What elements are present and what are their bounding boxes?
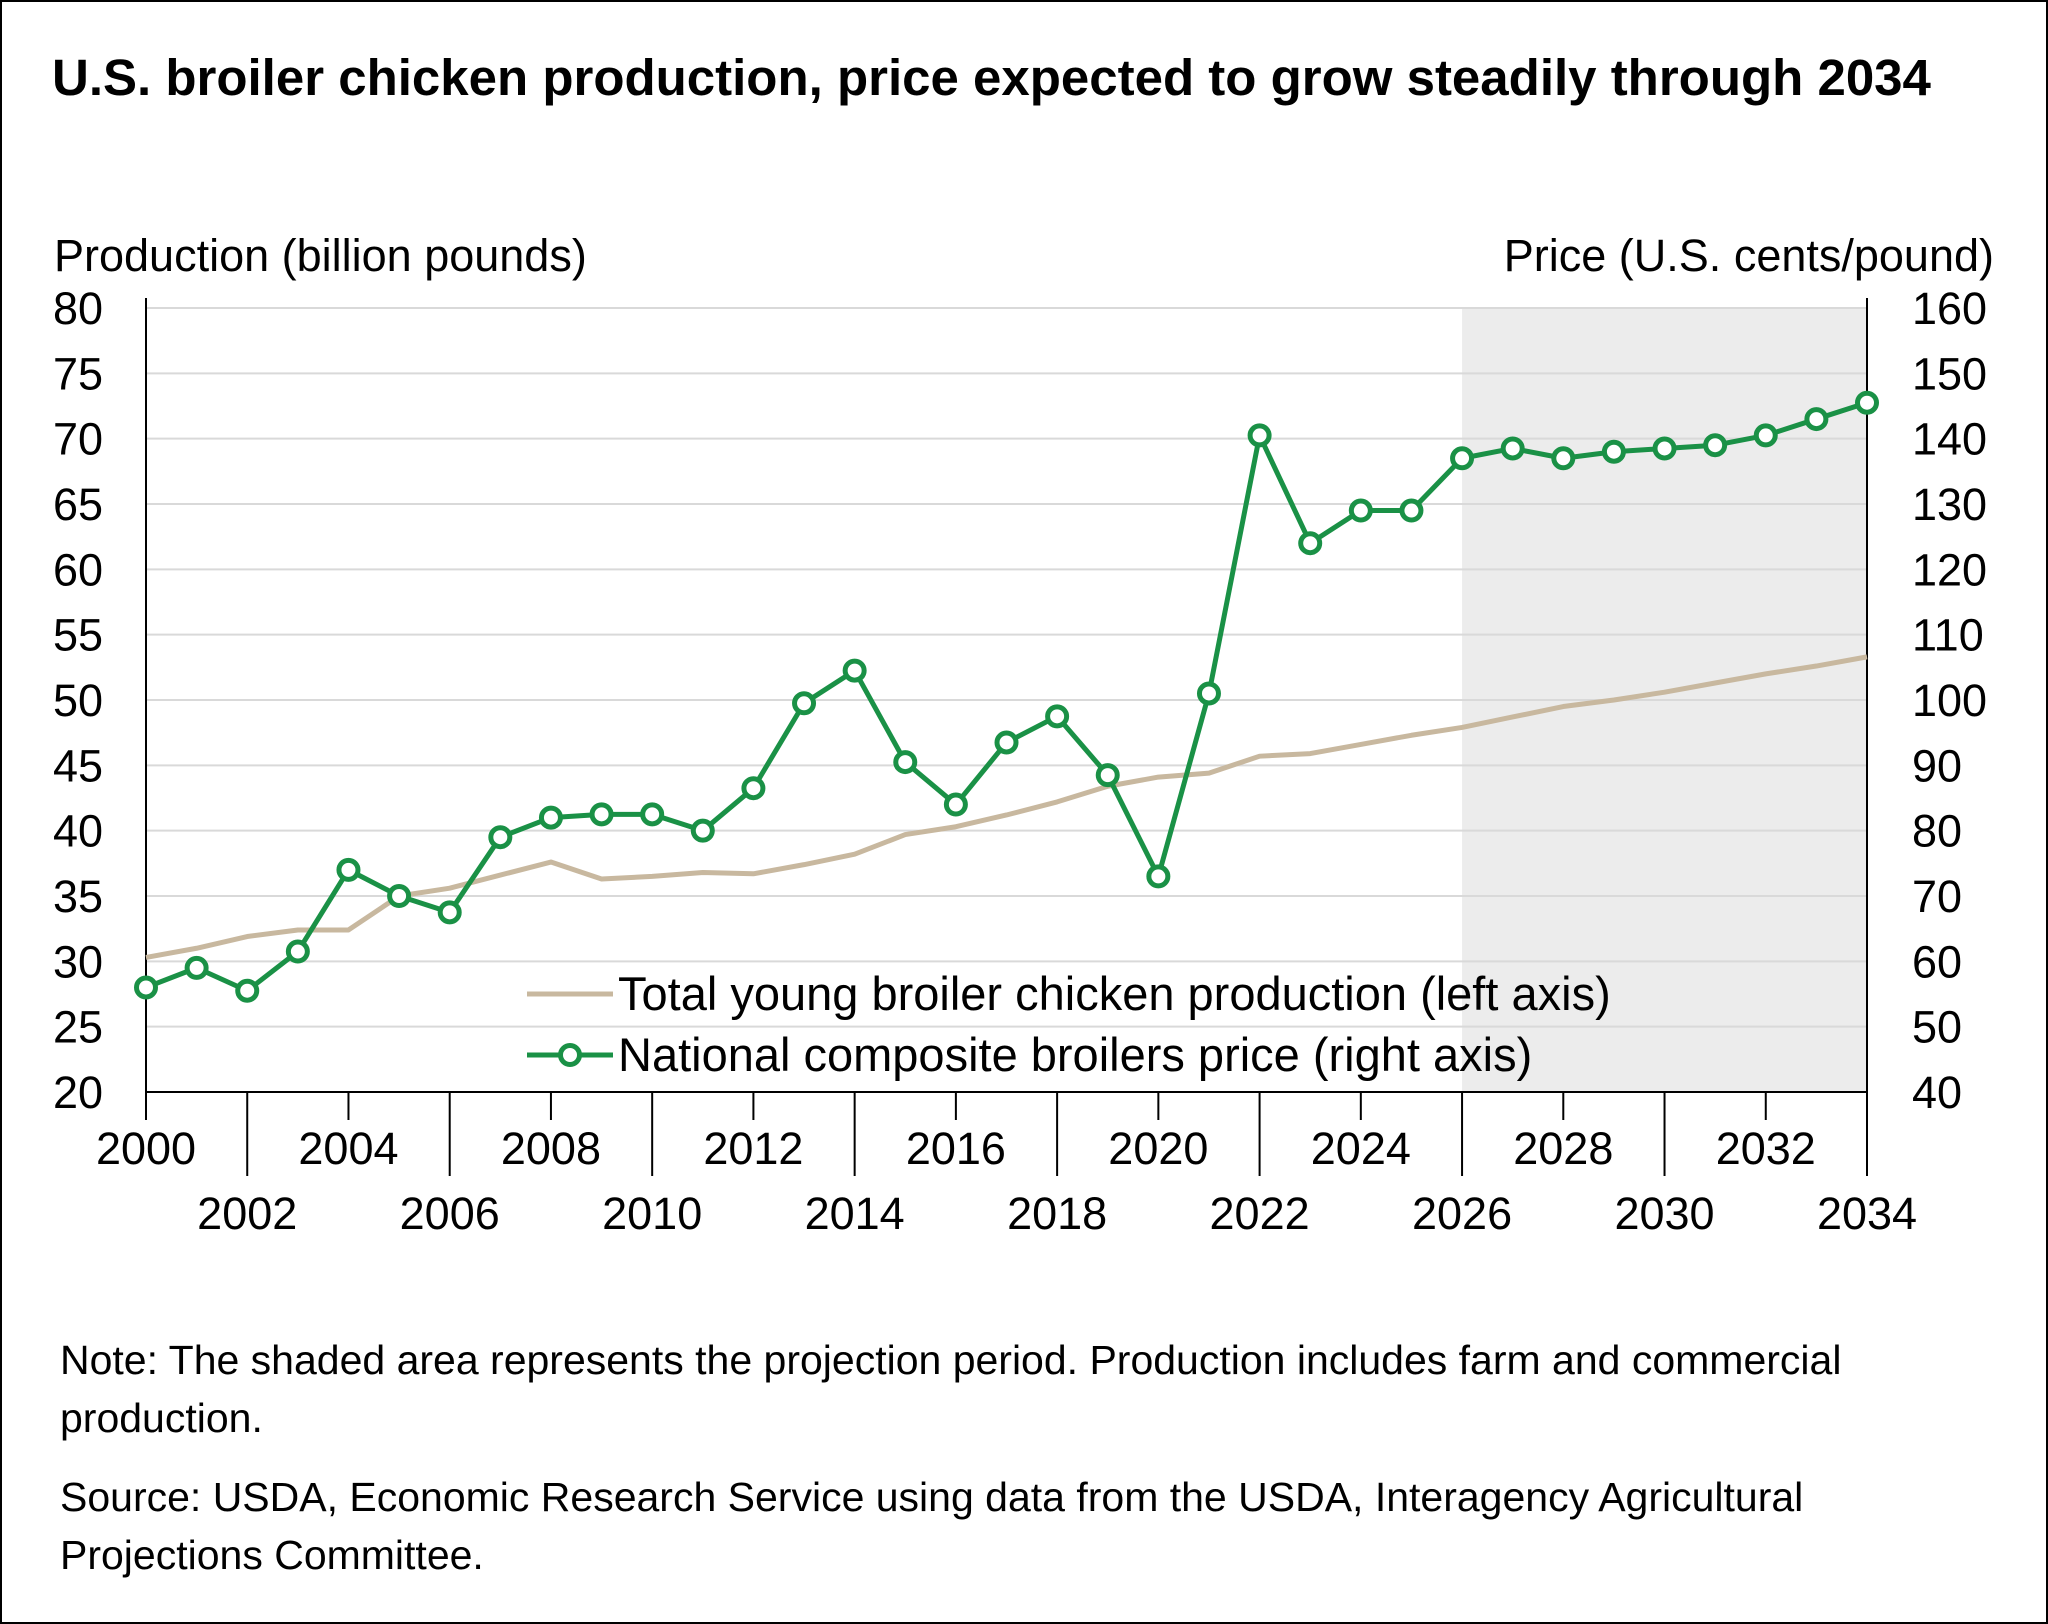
- chart-area: 20 25 30 35 40 45 50 55 60 65 70 75 80 40 50 60 70 80 90 10…: [53, 230, 1994, 1239]
- chart-title: U.S. broiler chicken production, price e…: [52, 49, 1931, 106]
- price-point: [1399, 498, 1424, 523]
- x-tick-label: 2002: [197, 1188, 297, 1239]
- x-tick-label: 2010: [602, 1188, 702, 1239]
- price-point: [235, 978, 260, 1003]
- x-tick-label: 2034: [1817, 1188, 1917, 1239]
- y-left-tick-label: 20: [53, 1067, 103, 1118]
- x-tick-label: 2014: [805, 1188, 905, 1239]
- price-point: [488, 825, 513, 850]
- y-left-tick-label: 75: [53, 348, 103, 399]
- x-tick-label: 2000: [96, 1123, 196, 1174]
- y-right-tick-label: 50: [1912, 1002, 1962, 1053]
- price-point: [1652, 436, 1677, 461]
- price-point: [1045, 704, 1070, 729]
- price-point: [1450, 446, 1475, 471]
- y-right-tick-label: 60: [1912, 936, 1962, 987]
- y-left-tick-label: 45: [53, 740, 103, 791]
- y-left-tick-label: 30: [53, 936, 103, 987]
- y-left-tick-label: 80: [53, 283, 103, 334]
- x-tick-label: 2008: [501, 1123, 601, 1174]
- chart-source: Source: USDA, Economic Research Service …: [60, 1474, 1804, 1578]
- x-tick-label: 2004: [298, 1123, 398, 1174]
- price-point: [589, 802, 614, 827]
- y-left-tick-label: 40: [53, 806, 103, 857]
- x-tick-label: 2022: [1210, 1188, 1310, 1239]
- price-point: [1804, 407, 1829, 432]
- price-point: [336, 857, 361, 882]
- price-point: [184, 955, 209, 980]
- price-point: [387, 884, 412, 908]
- x-tick-label: 2026: [1412, 1188, 1512, 1239]
- y-right-tick-label: 120: [1912, 544, 1987, 595]
- price-point: [842, 658, 867, 683]
- price-point: [1196, 681, 1221, 706]
- price-point: [1146, 864, 1171, 889]
- y-left-tick-label: 25: [53, 1002, 103, 1053]
- price-point: [943, 792, 968, 817]
- y-right-tick-label: 140: [1912, 414, 1987, 465]
- legend-label-price: National composite broilers price (right…: [618, 1028, 1532, 1081]
- price-point: [437, 900, 462, 925]
- price-point: [1298, 531, 1323, 556]
- y-left-tick-label: 35: [53, 871, 103, 922]
- legend-marker-price: [558, 1043, 582, 1067]
- price-point: [538, 805, 563, 830]
- y-axis-left-label: Production (billion pounds): [54, 230, 587, 281]
- x-tick-label: 2030: [1614, 1188, 1714, 1239]
- y-right-tick-label: 110: [1912, 610, 1984, 661]
- price-point: [1855, 390, 1879, 415]
- y-right-tick-label: 100: [1912, 675, 1987, 726]
- production-line: [145, 654, 1868, 960]
- y-left-tick-label: 65: [53, 479, 103, 530]
- price-point: [134, 975, 158, 1000]
- price-point: [792, 691, 817, 716]
- price-point: [1348, 498, 1373, 523]
- y-right-tick-label: 160: [1912, 283, 1987, 334]
- x-tick-label: 2016: [906, 1123, 1006, 1174]
- price-point: [994, 730, 1019, 755]
- legend-label-production: Total young broiler chicken production (…: [618, 967, 1611, 1020]
- price-point: [640, 802, 665, 827]
- y-right-tick-label: 150: [1912, 348, 1987, 399]
- y-axis-right-label: Price (U.S. cents/pound): [1504, 230, 1994, 281]
- price-point: [1753, 423, 1778, 448]
- x-tick-label: 2018: [1007, 1188, 1107, 1239]
- price-point: [893, 750, 918, 775]
- x-tick-label: 2028: [1513, 1123, 1613, 1174]
- x-tick-label: 2024: [1311, 1123, 1411, 1174]
- y-left-tick-label: 50: [53, 675, 103, 726]
- x-tick-label: 2006: [400, 1188, 500, 1239]
- price-point: [690, 818, 715, 843]
- price-point: [285, 939, 310, 964]
- x-tick-label: 2032: [1716, 1123, 1816, 1174]
- price-point: [1500, 436, 1525, 461]
- y-right-tick-label: 70: [1912, 871, 1962, 922]
- price-point: [741, 776, 766, 801]
- y-right-tick-label: 90: [1912, 740, 1962, 791]
- y-left-tick-label: 70: [53, 414, 103, 465]
- price-point: [1095, 763, 1120, 788]
- price-point: [1601, 439, 1626, 464]
- price-point: [1703, 433, 1728, 458]
- y-right-tick-label: 130: [1912, 479, 1987, 530]
- x-tick-label: 2020: [1108, 1123, 1208, 1174]
- y-right-tick-label: 80: [1912, 806, 1962, 857]
- y-left-tick-label: 60: [53, 544, 103, 595]
- chart-note: Note: The shaded area represents the pro…: [60, 1337, 1842, 1441]
- price-point: [1247, 423, 1272, 448]
- y-right-tick-label: 40: [1912, 1067, 1962, 1118]
- price-point: [1551, 446, 1576, 471]
- y-left-tick-label: 55: [53, 610, 103, 661]
- x-tick-label: 2012: [703, 1123, 803, 1174]
